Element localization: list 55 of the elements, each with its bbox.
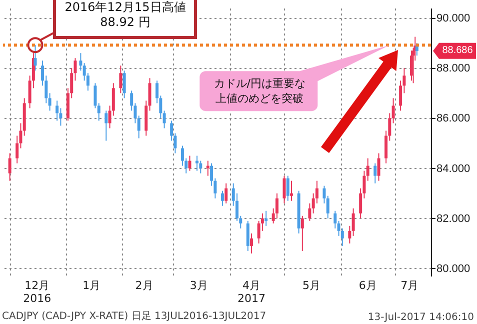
x-tick-label: 12月 2016: [23, 279, 52, 305]
text: 88.686: [441, 44, 474, 58]
candlestick: [250, 232, 254, 254]
y-tick-label: 88.000: [436, 62, 470, 75]
candlestick: [286, 175, 290, 202]
candlestick: [199, 160, 202, 174]
y-tick-label: 86.000: [436, 112, 470, 125]
x-tick-label: 5月: [302, 279, 321, 292]
candlestick: [377, 152, 380, 182]
candlestick: [300, 215, 304, 252]
candlestick: [79, 52, 82, 72]
x-tick-label: 3月: [190, 279, 208, 292]
y-tick-label: 90.000: [436, 12, 470, 25]
candlestick: [290, 180, 294, 202]
x-tick-label: 4月 2017: [238, 279, 266, 305]
candlestick: [48, 92, 52, 112]
annotation: 2016年12月15日高値 88.92 円: [53, 0, 198, 40]
candlestick: [348, 225, 352, 244]
x-tick-label: 2月: [135, 279, 154, 292]
candlestick: [374, 162, 377, 184]
candlestick: [282, 175, 286, 204]
candlestick: [224, 182, 228, 204]
x-tick-label: 1月: [82, 279, 101, 292]
candlestick: [148, 78, 152, 112]
annotation: カドル/円は重要な上値のめどを突破: [212, 76, 306, 106]
candlestick: [137, 115, 140, 139]
candlestick: [352, 208, 355, 236]
candlestick: [94, 82, 97, 109]
candlestick: [34, 44, 37, 72]
candlestick: [322, 185, 326, 204]
candlestick: [308, 202, 312, 222]
candlestick: [326, 195, 330, 219]
candlestick: [334, 210, 337, 229]
x-tick-label: 6月: [358, 279, 377, 292]
candlestick: [97, 102, 100, 122]
y-tick-label: 80.000: [436, 262, 470, 275]
candlestick: [366, 158, 370, 182]
candlestick: [264, 210, 268, 226]
text: 13-Jul-2017 14:06:10: [368, 312, 474, 323]
candlestick: [119, 65, 122, 94]
text: CADJPY (CAD-JPY X-RATE) 日足 13JUL2016-13JUL2017: [2, 310, 266, 323]
candlestick: [162, 110, 166, 129]
candlestick: [246, 220, 250, 252]
candlestick: [220, 190, 224, 206]
y-tick-label: 82.000: [436, 212, 470, 225]
x-tick-label: 7月: [400, 279, 419, 292]
candlestick: [56, 100, 59, 122]
candlestick: [196, 155, 199, 172]
candlestick: [392, 98, 395, 124]
candlestick: [188, 155, 192, 172]
candlestick: [104, 110, 108, 142]
candlestick: [122, 70, 126, 99]
y-tick-label: 84.000: [436, 162, 470, 175]
candlestick: [206, 160, 210, 176]
candlestick: [8, 152, 12, 182]
